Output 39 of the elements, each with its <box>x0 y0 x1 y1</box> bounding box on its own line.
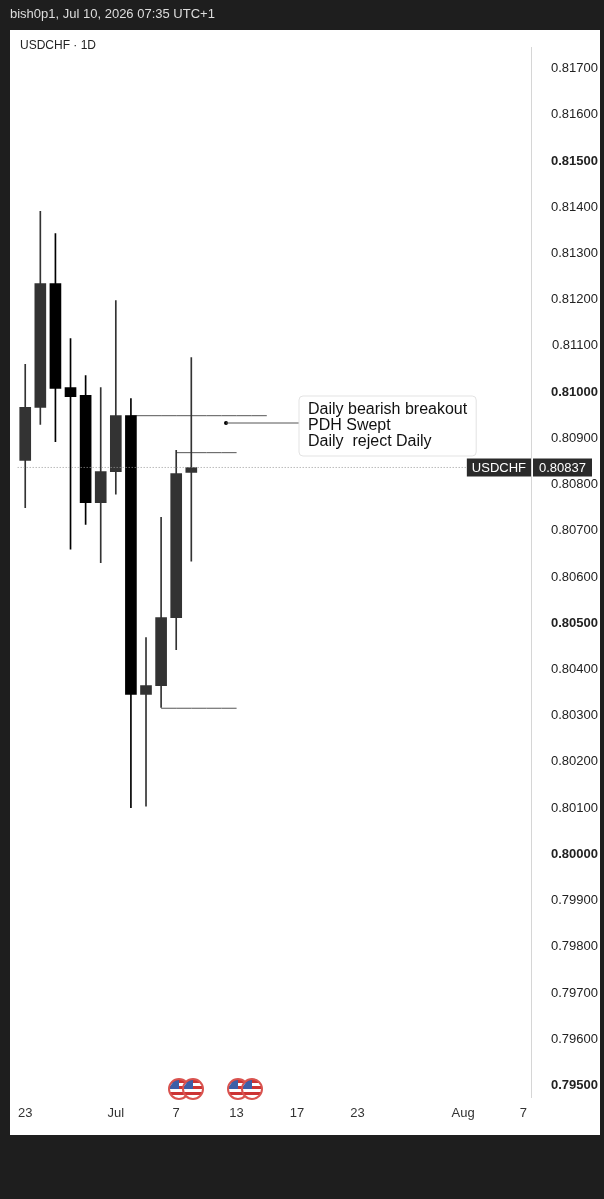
x-tick-label: 7 <box>172 1104 180 1120</box>
x-tick-label: 13 <box>229 1104 244 1120</box>
y-tick-label: 0.81700 <box>551 60 598 76</box>
y-tick-label: 0.79500 <box>551 1076 598 1092</box>
y-tick-label: 0.80600 <box>551 568 598 584</box>
chart-title: USDCHF · 1D <box>20 38 97 52</box>
y-tick-label: 0.80400 <box>551 661 598 676</box>
ref-line-label: USDCHF <box>471 460 527 476</box>
x-tick-label: Aug <box>451 1104 475 1120</box>
y-tick-label: 0.79700 <box>551 984 598 1000</box>
y-tick-label: 0.81400 <box>551 198 598 214</box>
annotation: Daily bearish breakout PDH Swept Daily reject Daily <box>308 400 468 450</box>
y-tick-label: 0.81200 <box>551 291 598 307</box>
y-tick-label: 0.80500 <box>551 614 598 630</box>
y-tick-label: 0.81300 <box>551 245 598 261</box>
y-tick-label: 0.81000 <box>551 383 598 399</box>
candlestick <box>94 387 107 563</box>
y-tick-label: 0.79900 <box>551 892 598 908</box>
candlestick <box>185 357 198 562</box>
x-tick-label: 17 <box>289 1104 305 1120</box>
x-tick-label: 23 <box>18 1104 33 1120</box>
chart-subtitle: bish0p1, Jul 10, 2026 07:35 UTC+1 <box>10 6 215 21</box>
y-tick-label: 0.79800 <box>551 938 598 954</box>
y-tick-label: 0.80300 <box>551 707 598 723</box>
y-tick-label: 0.80200 <box>551 753 598 769</box>
y-tick-label: 0.79600 <box>551 1030 598 1046</box>
y-tick-label: 0.80100 <box>551 799 598 815</box>
y-tick-label: 0.81600 <box>551 106 598 122</box>
x-tick-label: 23 <box>350 1104 365 1120</box>
y-tick-label: 0.81500 <box>551 152 598 168</box>
y-tick-label: 0.80800 <box>551 476 598 492</box>
text: 0.80837 <box>539 460 587 476</box>
y-tick-label: 0.80000 <box>551 845 598 861</box>
candlestick <box>140 637 152 807</box>
y-tick-label: 0.80900 <box>551 429 598 445</box>
y-tick-label: 0.80700 <box>551 522 598 538</box>
y-tick-label: 0.81100 <box>551 337 598 353</box>
x-tick-label: 7 <box>519 1104 528 1120</box>
x-tick-label: Jul <box>107 1104 125 1120</box>
